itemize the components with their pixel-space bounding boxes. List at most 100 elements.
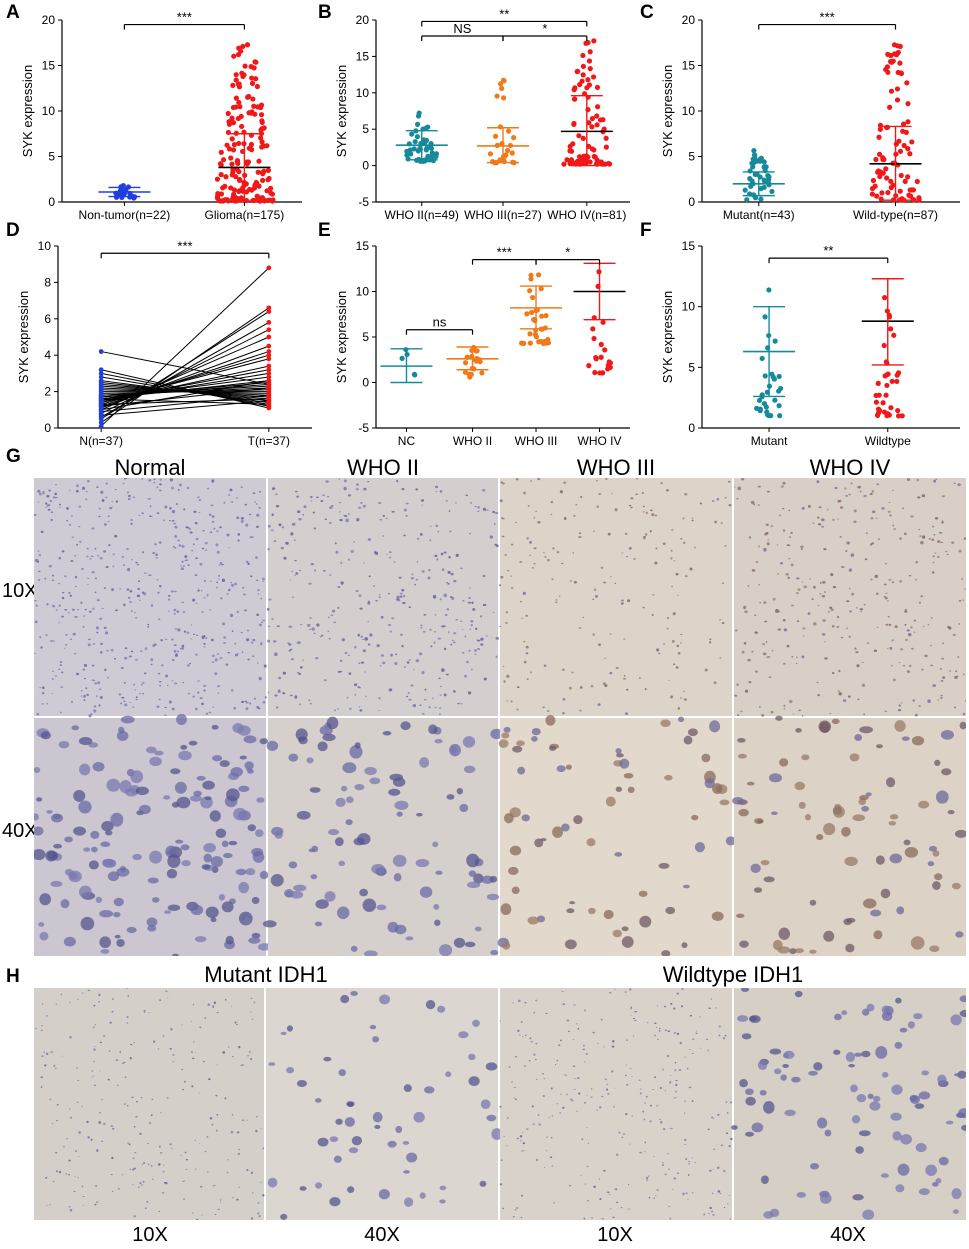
nucleus — [941, 768, 952, 776]
nucleus — [866, 642, 870, 644]
nucleus — [946, 553, 949, 555]
nucleus — [490, 728, 503, 740]
data-point — [882, 373, 888, 379]
data-point — [538, 286, 544, 292]
nucleus — [472, 608, 476, 611]
nucleus — [717, 1190, 721, 1193]
nucleus — [147, 497, 151, 500]
nucleus — [360, 635, 363, 639]
nucleus — [203, 646, 206, 648]
nucleus — [243, 609, 248, 612]
nucleus — [203, 635, 206, 637]
nucleus — [310, 703, 312, 705]
nucleus — [306, 757, 314, 764]
nucleus — [89, 558, 92, 560]
nucleus — [573, 581, 577, 584]
nucleus — [212, 755, 223, 762]
nucleus — [675, 1079, 678, 1082]
nucleus — [935, 1178, 942, 1184]
data-point — [561, 161, 567, 167]
nucleus — [365, 695, 367, 697]
nucleus — [369, 1024, 377, 1030]
nucleus — [275, 504, 280, 508]
nucleus — [353, 837, 365, 846]
nucleus — [78, 885, 92, 899]
nucleus — [549, 745, 557, 751]
data-point — [237, 104, 243, 110]
nucleus — [598, 643, 601, 647]
nucleus — [644, 1141, 647, 1144]
nucleus — [801, 507, 805, 510]
nucleus — [918, 1091, 931, 1100]
nucleus — [630, 506, 633, 509]
nucleus — [757, 1060, 768, 1071]
nucleus — [46, 494, 50, 498]
nucleus — [705, 1038, 709, 1041]
data-point — [888, 178, 894, 184]
data-point — [412, 372, 418, 378]
nucleus — [530, 1040, 534, 1043]
nucleus — [240, 517, 244, 520]
nucleus — [785, 573, 789, 576]
nucleus — [848, 587, 851, 590]
nucleus — [210, 638, 214, 642]
nucleus — [554, 1064, 557, 1066]
nucleus — [194, 521, 198, 525]
nucleus — [859, 726, 873, 734]
nucleus — [817, 605, 820, 607]
nucleus — [92, 643, 96, 645]
nucleus — [950, 1014, 962, 1026]
nucleus — [127, 596, 131, 599]
nucleus — [875, 1046, 888, 1059]
nucleus — [869, 1101, 881, 1111]
nucleus — [745, 1131, 755, 1137]
data-point — [567, 148, 573, 154]
nucleus — [350, 945, 358, 952]
nucleus — [82, 668, 86, 671]
nucleus — [770, 710, 774, 714]
nucleus — [167, 854, 181, 869]
nucleus — [53, 843, 63, 849]
nucleus — [664, 1173, 667, 1176]
nucleus — [132, 1168, 135, 1171]
nucleus — [348, 1147, 359, 1154]
nucleus — [347, 654, 351, 657]
nucleus — [598, 493, 602, 495]
nucleus — [857, 698, 860, 701]
nucleus — [159, 1152, 163, 1154]
nucleus — [654, 1076, 657, 1078]
nucleus — [403, 534, 406, 537]
nucleus — [691, 1052, 694, 1054]
nucleus — [163, 1181, 166, 1184]
nucleus — [754, 631, 758, 634]
nucleus — [863, 604, 866, 606]
data-point — [911, 197, 917, 203]
data-point — [527, 331, 533, 337]
nucleus — [938, 1156, 949, 1166]
nucleus — [640, 1088, 642, 1090]
nucleus — [239, 755, 247, 760]
nucleus — [391, 510, 395, 513]
data-point — [894, 97, 901, 103]
nucleus — [876, 592, 879, 596]
nucleus — [241, 1119, 245, 1122]
data-point — [600, 319, 606, 325]
nucleus — [659, 1087, 663, 1089]
nucleus — [922, 535, 926, 539]
nucleus — [641, 492, 644, 494]
y-tick-label: 10 — [38, 239, 52, 253]
nucleus — [45, 850, 57, 862]
nucleus — [454, 502, 457, 504]
nucleus — [291, 570, 294, 573]
nucleus — [611, 493, 614, 495]
data-point — [772, 397, 778, 403]
nucleus — [651, 613, 654, 616]
nucleus — [199, 562, 203, 566]
data-point — [240, 43, 246, 50]
nucleus — [103, 626, 107, 629]
data-point — [603, 135, 609, 141]
nucleus — [931, 571, 935, 574]
nucleus — [908, 575, 912, 577]
nucleus — [295, 572, 299, 575]
nucleus — [310, 500, 313, 502]
